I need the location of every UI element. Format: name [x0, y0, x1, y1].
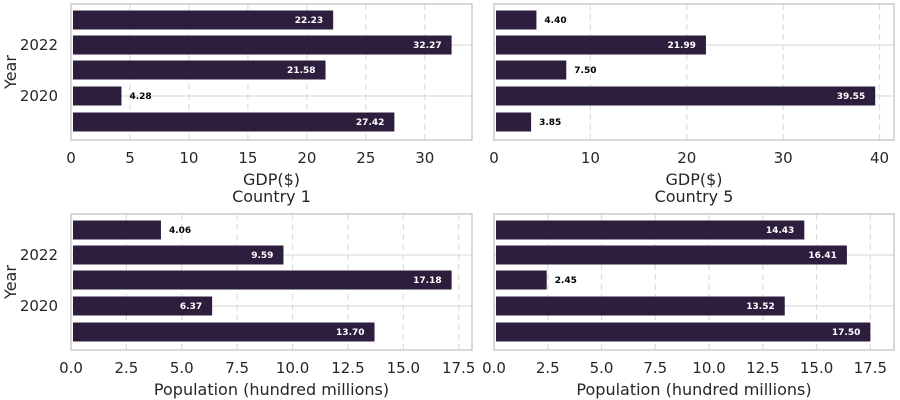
x-tick-label: 20 [677, 149, 696, 167]
bar-value-label: 16.41 [808, 251, 836, 261]
x-tick-label: 10 [581, 149, 600, 167]
x-tick-label: 0.0 [59, 359, 83, 377]
bar [496, 270, 547, 290]
bar [73, 270, 452, 290]
bar [496, 220, 805, 240]
x-tick-label: 10.0 [692, 359, 725, 377]
bar-value-label: 32.27 [413, 41, 441, 51]
bar-value-label: 2.45 [555, 276, 577, 286]
bar-value-label: 27.42 [356, 118, 384, 128]
bar [496, 296, 785, 316]
panel-title: Country 5 [655, 187, 734, 206]
bar-value-label: 21.58 [287, 66, 315, 76]
y-tick-label: 2020 [20, 87, 58, 105]
bar [73, 220, 161, 240]
bar [73, 10, 334, 30]
bar-value-label: 4.40 [544, 16, 566, 26]
bar-value-label: 13.52 [746, 302, 774, 312]
x-tick-label: 2.5 [114, 359, 138, 377]
bar [73, 322, 375, 342]
bar-value-label: 13.70 [336, 328, 364, 338]
chart-panel-1: 22.23 32.27 21.58 4.28 27.42 0 5 10 15 20 25 30 2022… [1, 3, 473, 189]
bar-value-label: 39.55 [837, 92, 865, 102]
x-tick-label: 17.5 [854, 359, 887, 377]
y-tick-label: 2020 [20, 297, 58, 315]
x-tick-label: 30 [415, 149, 434, 167]
x-tick-label: 7.5 [643, 359, 667, 377]
bar-value-label: 17.50 [832, 328, 860, 338]
bar [73, 245, 284, 265]
bar-value-label: 6.37 [180, 302, 202, 312]
bar [73, 296, 213, 316]
x-tick-label: 0 [66, 149, 76, 167]
bar-value-label: 3.85 [539, 118, 561, 128]
x-tick-label: 17.5 [442, 359, 475, 377]
bar [496, 86, 876, 106]
x-tick-label: 15.0 [800, 359, 833, 377]
bar-value-label: 14.43 [766, 226, 794, 236]
x-tick-label: 25 [356, 149, 375, 167]
x-tick-label: 20 [297, 149, 316, 167]
chart-panel-3: 4.06 9.59 17.18 6.37 13.70 0.0 2.5 5.0 7.5 10.0 12… [1, 187, 475, 399]
panel-frame [70, 213, 473, 351]
x-tick-label: 2.5 [536, 359, 560, 377]
x-tick-label: 15 [238, 149, 257, 167]
x-tick-label: 12.5 [331, 359, 364, 377]
x-tick-label: 10 [179, 149, 198, 167]
x-tick-label: 5.0 [590, 359, 614, 377]
chart-panel-2: 4.40 21.99 7.50 39.55 3.85 0 10 20 30 40 GDP($) [489, 3, 895, 189]
x-tick-label: 40 [870, 149, 889, 167]
panel-frame [70, 3, 473, 141]
bar [496, 60, 567, 80]
x-tick-label: 7.5 [225, 359, 249, 377]
panel-title: Country 1 [232, 187, 311, 206]
x-tick-label: 12.5 [746, 359, 779, 377]
x-tick-label: 0 [489, 149, 499, 167]
bar [496, 112, 532, 132]
bar-value-label: 21.99 [667, 41, 695, 51]
bar [496, 245, 847, 265]
bar [73, 112, 395, 132]
panel-frame [493, 3, 895, 141]
x-tick-label: 30 [774, 149, 793, 167]
x-axis-title: GDP($) [665, 170, 722, 189]
x-axis-title: Population (hundred millions) [576, 380, 811, 399]
x-axis-title: Population (hundred millions) [154, 380, 389, 399]
panel-frame [493, 213, 895, 351]
bar-value-label: 7.50 [574, 66, 596, 76]
bar [73, 35, 452, 55]
bar-value-label: 4.06 [169, 226, 191, 236]
x-tick-label: 0.0 [482, 359, 506, 377]
y-axis-title: Year [1, 265, 20, 300]
bar [496, 10, 537, 30]
bar-value-label: 4.28 [129, 92, 151, 102]
x-tick-label: 15.0 [387, 359, 420, 377]
y-tick-label: 2022 [20, 246, 58, 264]
bar-value-label: 22.23 [295, 16, 323, 26]
x-tick-label: 5.0 [170, 359, 194, 377]
chart-panel-4: 14.43 16.41 2.45 13.52 17.50 0.0 2.5 5.0 7.5 10.0… [482, 187, 895, 399]
bar [73, 60, 326, 80]
bar-value-label: 17.18 [413, 276, 441, 286]
x-axis-title: GDP($) [243, 170, 300, 189]
x-tick-label: 10.0 [276, 359, 309, 377]
bar [496, 322, 871, 342]
bar [496, 35, 706, 55]
x-tick-label: 5 [125, 149, 135, 167]
y-axis-title: Year [1, 55, 20, 90]
y-tick-label: 2022 [20, 36, 58, 54]
bar-value-label: 9.59 [251, 251, 273, 261]
bar [73, 86, 122, 106]
